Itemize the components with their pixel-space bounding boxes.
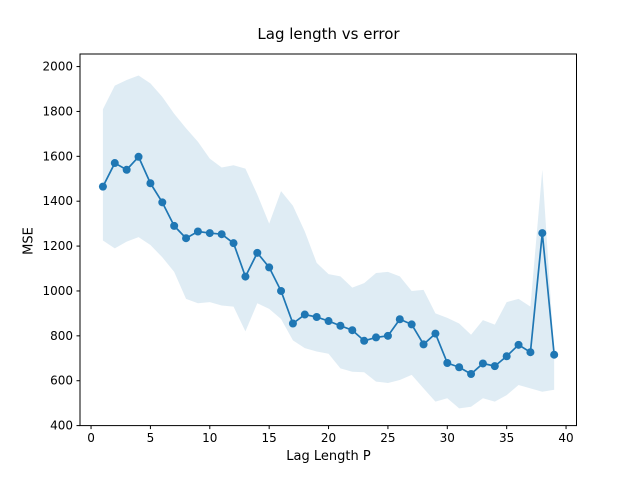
y-tick-label: 600 bbox=[50, 374, 73, 388]
data-point-marker bbox=[490, 362, 499, 371]
x-tick-label: 40 bbox=[558, 431, 573, 445]
data-point-marker bbox=[360, 336, 369, 345]
data-point-marker bbox=[478, 359, 487, 368]
chart-title: Lag length vs error bbox=[257, 25, 400, 43]
data-point-marker bbox=[383, 331, 392, 340]
data-point-marker bbox=[265, 263, 274, 272]
data-point-marker bbox=[372, 333, 381, 342]
x-axis-label: Lag Length P bbox=[286, 449, 371, 464]
x-tick-label: 5 bbox=[147, 431, 155, 445]
data-point-marker bbox=[395, 315, 404, 324]
data-point-marker bbox=[538, 229, 547, 238]
x-tick-label: 15 bbox=[262, 431, 277, 445]
data-point-marker bbox=[419, 340, 428, 349]
y-tick-label: 1600 bbox=[42, 149, 73, 163]
data-point-marker bbox=[455, 363, 464, 372]
data-point-marker bbox=[324, 317, 333, 326]
data-point-marker bbox=[205, 229, 214, 238]
data-point-marker bbox=[134, 152, 143, 161]
data-point-marker bbox=[241, 272, 250, 281]
x-tick-label: 20 bbox=[321, 431, 336, 445]
data-point-marker bbox=[312, 312, 321, 321]
y-tick-label: 1200 bbox=[42, 239, 73, 253]
data-point-marker bbox=[407, 320, 416, 329]
data-point-marker bbox=[550, 350, 559, 359]
data-point-marker bbox=[253, 248, 262, 257]
data-point-marker bbox=[110, 159, 119, 168]
data-point-marker bbox=[514, 340, 523, 349]
y-tick-label: 800 bbox=[50, 329, 73, 343]
y-tick-label: 400 bbox=[50, 419, 73, 433]
data-point-marker bbox=[300, 310, 309, 319]
y-tick-label: 2000 bbox=[42, 60, 73, 74]
data-point-marker bbox=[182, 234, 191, 243]
data-point-marker bbox=[170, 221, 179, 230]
data-point-marker bbox=[443, 358, 452, 367]
data-point-marker bbox=[467, 369, 476, 378]
y-tick-label: 1000 bbox=[42, 284, 73, 298]
confidence-band bbox=[102, 75, 555, 409]
x-tick-label: 35 bbox=[499, 431, 514, 445]
data-point-marker bbox=[431, 329, 440, 338]
y-axis-label: MSE bbox=[21, 227, 37, 255]
data-point-marker bbox=[277, 286, 286, 295]
x-tick-label: 10 bbox=[202, 431, 217, 445]
y-tick-label: 1400 bbox=[42, 194, 73, 208]
data-point-marker bbox=[229, 239, 238, 248]
data-point-marker bbox=[158, 198, 167, 207]
data-point-marker bbox=[288, 319, 297, 328]
x-tick-label: 0 bbox=[87, 431, 95, 445]
data-point-marker bbox=[193, 227, 202, 236]
data-point-marker bbox=[502, 352, 511, 361]
data-point-marker bbox=[122, 165, 131, 174]
data-point-marker bbox=[336, 321, 345, 330]
data-point-marker bbox=[98, 182, 107, 191]
data-point-marker bbox=[526, 348, 535, 357]
data-point-marker bbox=[348, 326, 357, 335]
y-tick-label: 1800 bbox=[42, 104, 73, 118]
x-tick-label: 25 bbox=[380, 431, 395, 445]
x-tick-label: 30 bbox=[440, 431, 455, 445]
data-point-marker bbox=[217, 230, 226, 239]
data-point-marker bbox=[146, 179, 155, 188]
